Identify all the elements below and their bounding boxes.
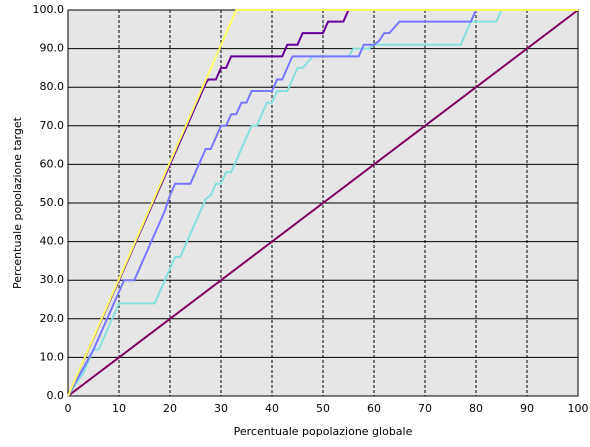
y-tick-label: 30.0: [40, 273, 65, 286]
x-tick-label: 20: [163, 402, 177, 415]
x-tick-label: 60: [367, 402, 381, 415]
line-series: [67, 9, 578, 397]
x-tick-label: 100: [568, 402, 589, 415]
x-tick-label: 50: [316, 402, 330, 415]
y-axis-title: Percentuale popolazione target: [11, 116, 24, 289]
x-tick-label: 70: [418, 402, 432, 415]
y-tick-label: 0.0: [47, 389, 65, 402]
x-tick-label: 40: [265, 402, 279, 415]
y-tick-label: 20.0: [40, 312, 65, 325]
x-tick-label: 0: [65, 402, 72, 415]
y-tick-label: 50.0: [40, 196, 65, 209]
x-tick-label: 10: [112, 402, 126, 415]
line-series: [67, 9, 578, 397]
y-tick-label: 40.0: [40, 235, 65, 248]
y-tick-label: 100.0: [33, 3, 65, 16]
y-tick-label: 70.0: [40, 119, 65, 132]
line-series: [67, 9, 579, 397]
y-tick-label: 90.0: [40, 42, 65, 55]
line-series: [67, 9, 578, 397]
y-tick-label: 60.0: [40, 157, 65, 170]
y-tick-label: 80.0: [40, 80, 65, 93]
x-axis-title: Percentuale popolazione globale: [234, 425, 413, 438]
x-tick-label: 30: [214, 402, 228, 415]
x-tick-label: 90: [520, 402, 534, 415]
y-tick-label: 10.0: [40, 350, 65, 363]
x-tick-label: 80: [469, 402, 483, 415]
